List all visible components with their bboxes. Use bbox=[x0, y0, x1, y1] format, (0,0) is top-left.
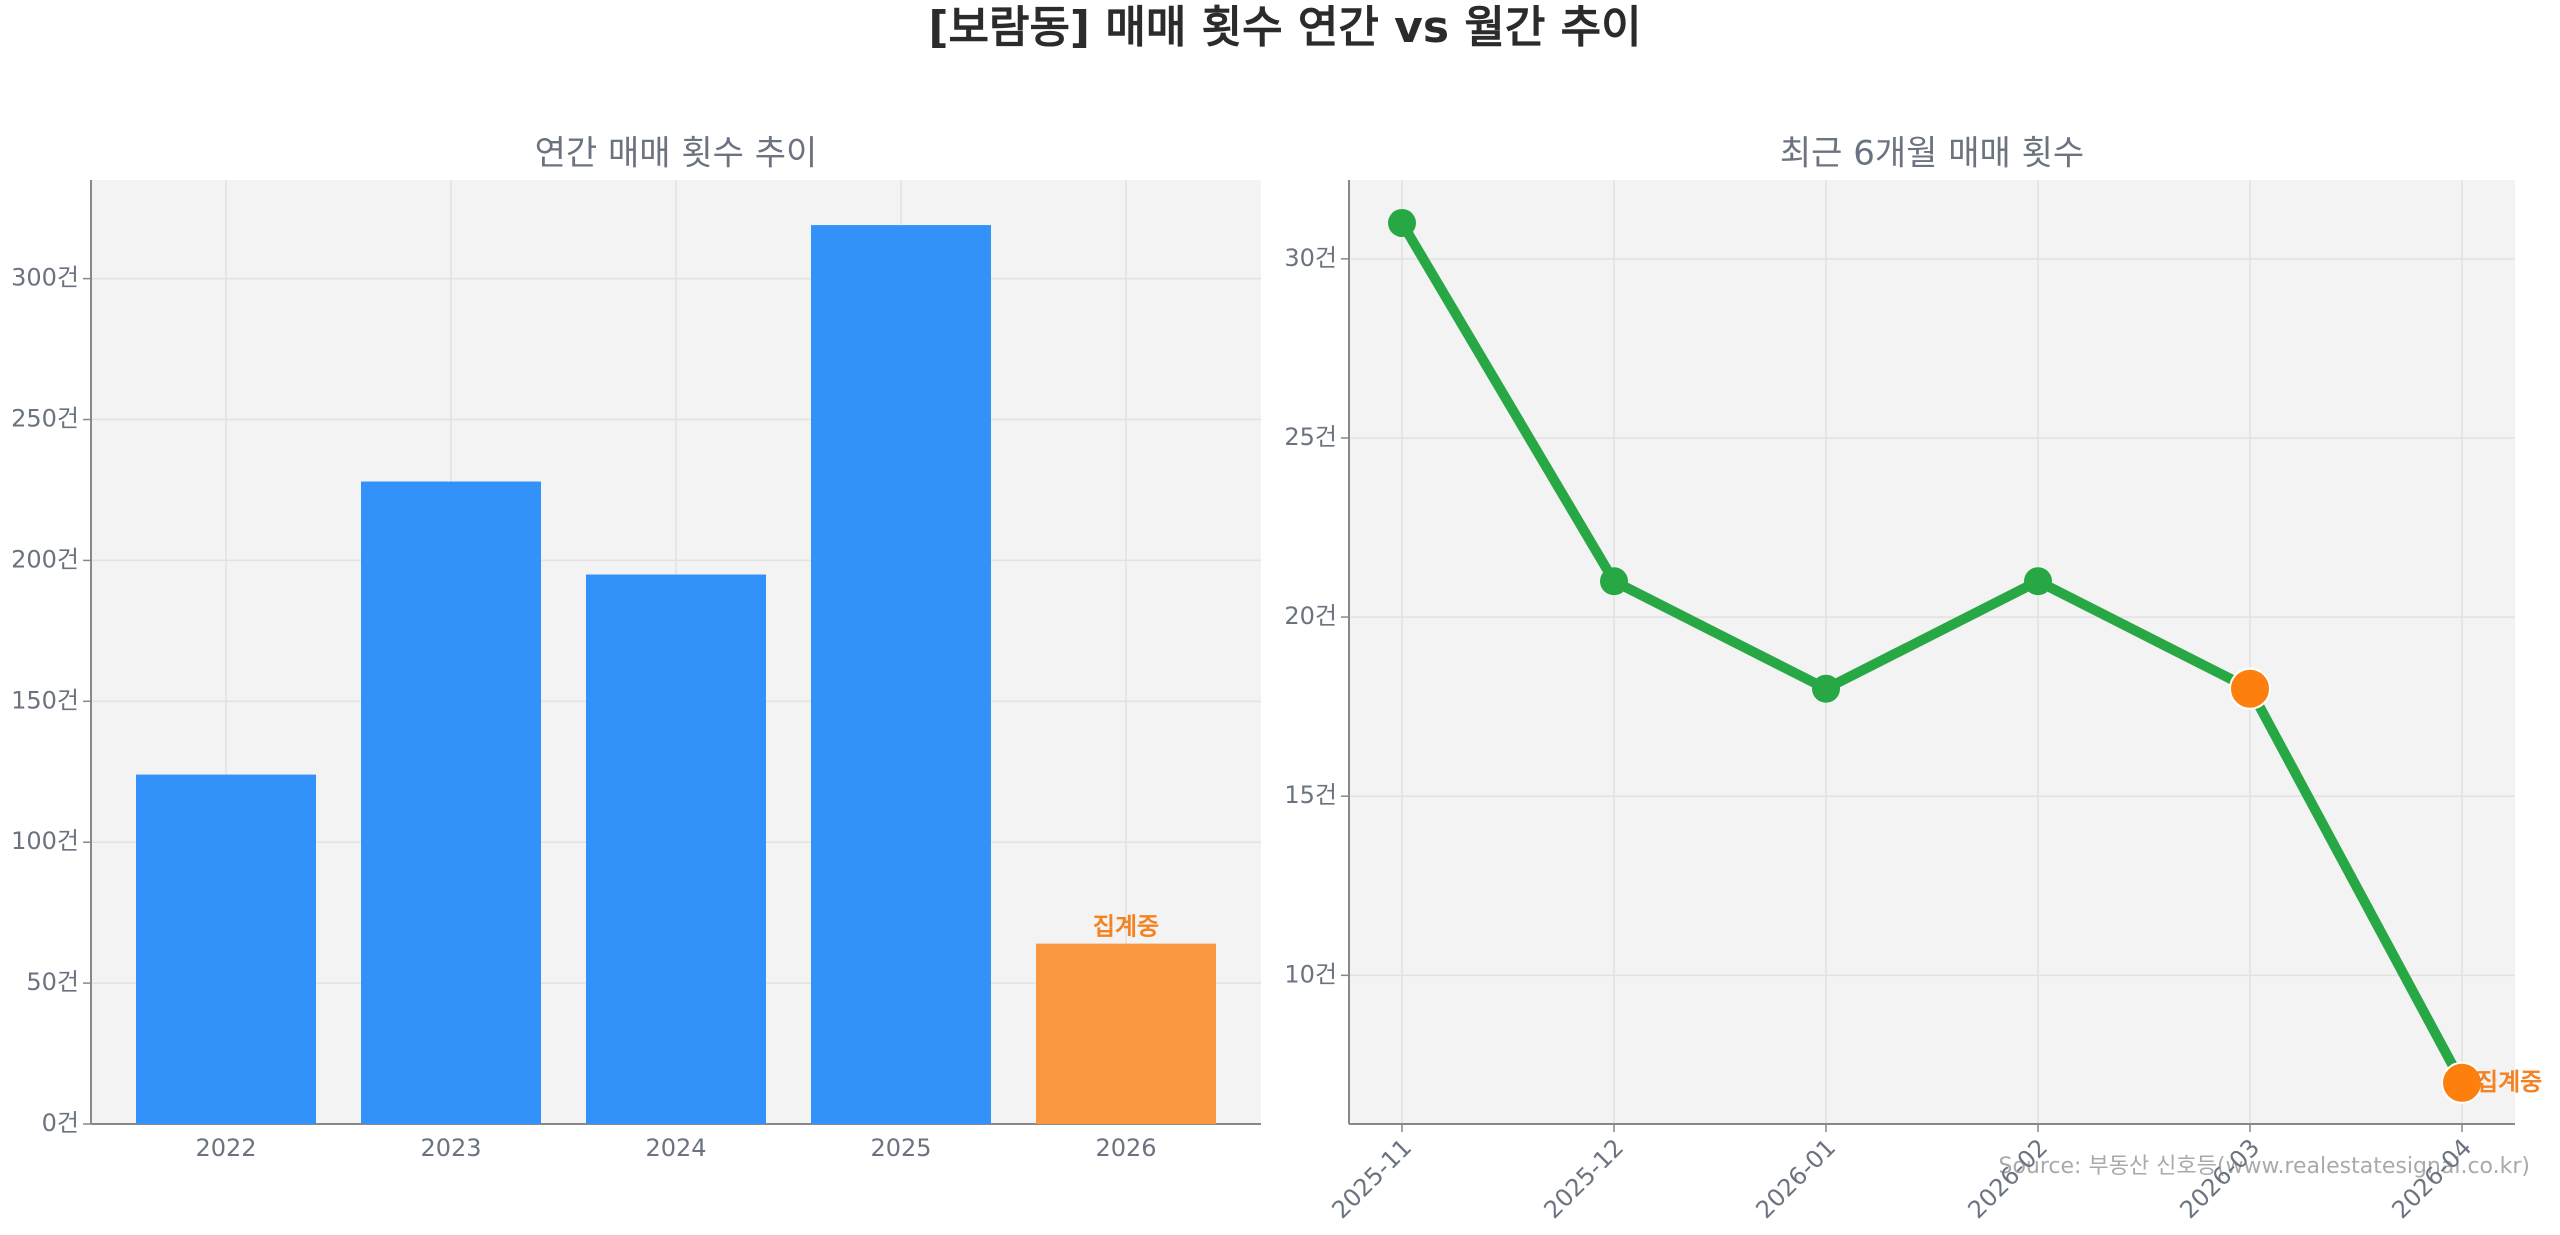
line bbox=[1397, 220, 2467, 1086]
y-tick-label: 15건 bbox=[1284, 781, 1337, 809]
point bbox=[1600, 567, 1628, 596]
chart-title: 연간 매매 횟수 추이 bbox=[535, 134, 818, 174]
plot-area bbox=[1349, 180, 2515, 1124]
y-tick-label: 20건 bbox=[1284, 602, 1337, 630]
y-tick-label: 150건 bbox=[11, 686, 79, 714]
y-tick-label: 200건 bbox=[11, 545, 79, 573]
x-tick-label: 2023 bbox=[420, 1134, 481, 1162]
y-tick-label: 250건 bbox=[11, 405, 79, 433]
point bbox=[2024, 567, 2052, 596]
source-note: Source: 부동산 신호등(www.realestatesignal.co.… bbox=[1999, 1154, 2531, 1179]
x-tick-label: 2022 bbox=[195, 1134, 256, 1162]
x-tick-label: 2026 bbox=[1095, 1134, 1156, 1162]
y-tick-label: 25건 bbox=[1284, 423, 1337, 451]
y-tick-label: 50건 bbox=[26, 968, 79, 996]
x-tick-label: 2025 bbox=[870, 1134, 931, 1162]
y-tick-label: 100건 bbox=[11, 827, 79, 855]
bar bbox=[361, 481, 541, 1124]
annotation: 집계중 bbox=[1093, 913, 1159, 941]
y-tick-label: 300건 bbox=[11, 264, 79, 292]
point bbox=[2441, 1061, 2483, 1104]
bar bbox=[586, 574, 766, 1124]
y-tick-label: 0건 bbox=[42, 1109, 79, 1137]
bar bbox=[136, 774, 316, 1124]
annotation: 집계중 bbox=[2476, 1068, 2542, 1096]
point bbox=[2229, 667, 2271, 710]
bar bbox=[811, 225, 991, 1125]
x-tick-label: 2025-12 bbox=[1538, 1133, 1629, 1224]
main-title: [보람동] 매매 횟수 연간 vs 월간 추이 bbox=[928, 2, 1641, 53]
x-tick-label: 2026-01 bbox=[1750, 1133, 1841, 1224]
x-tick-label: 2025-11 bbox=[1326, 1133, 1417, 1224]
y-tick-label: 30건 bbox=[1284, 244, 1337, 272]
chart-title: 최근 6개월 매매 횟수 bbox=[1780, 134, 2084, 174]
bar bbox=[1036, 943, 1216, 1124]
point bbox=[1812, 674, 1840, 703]
y-tick-label: 10건 bbox=[1284, 960, 1337, 988]
x-tick-label: 2024 bbox=[645, 1134, 706, 1162]
point bbox=[1388, 208, 1416, 237]
